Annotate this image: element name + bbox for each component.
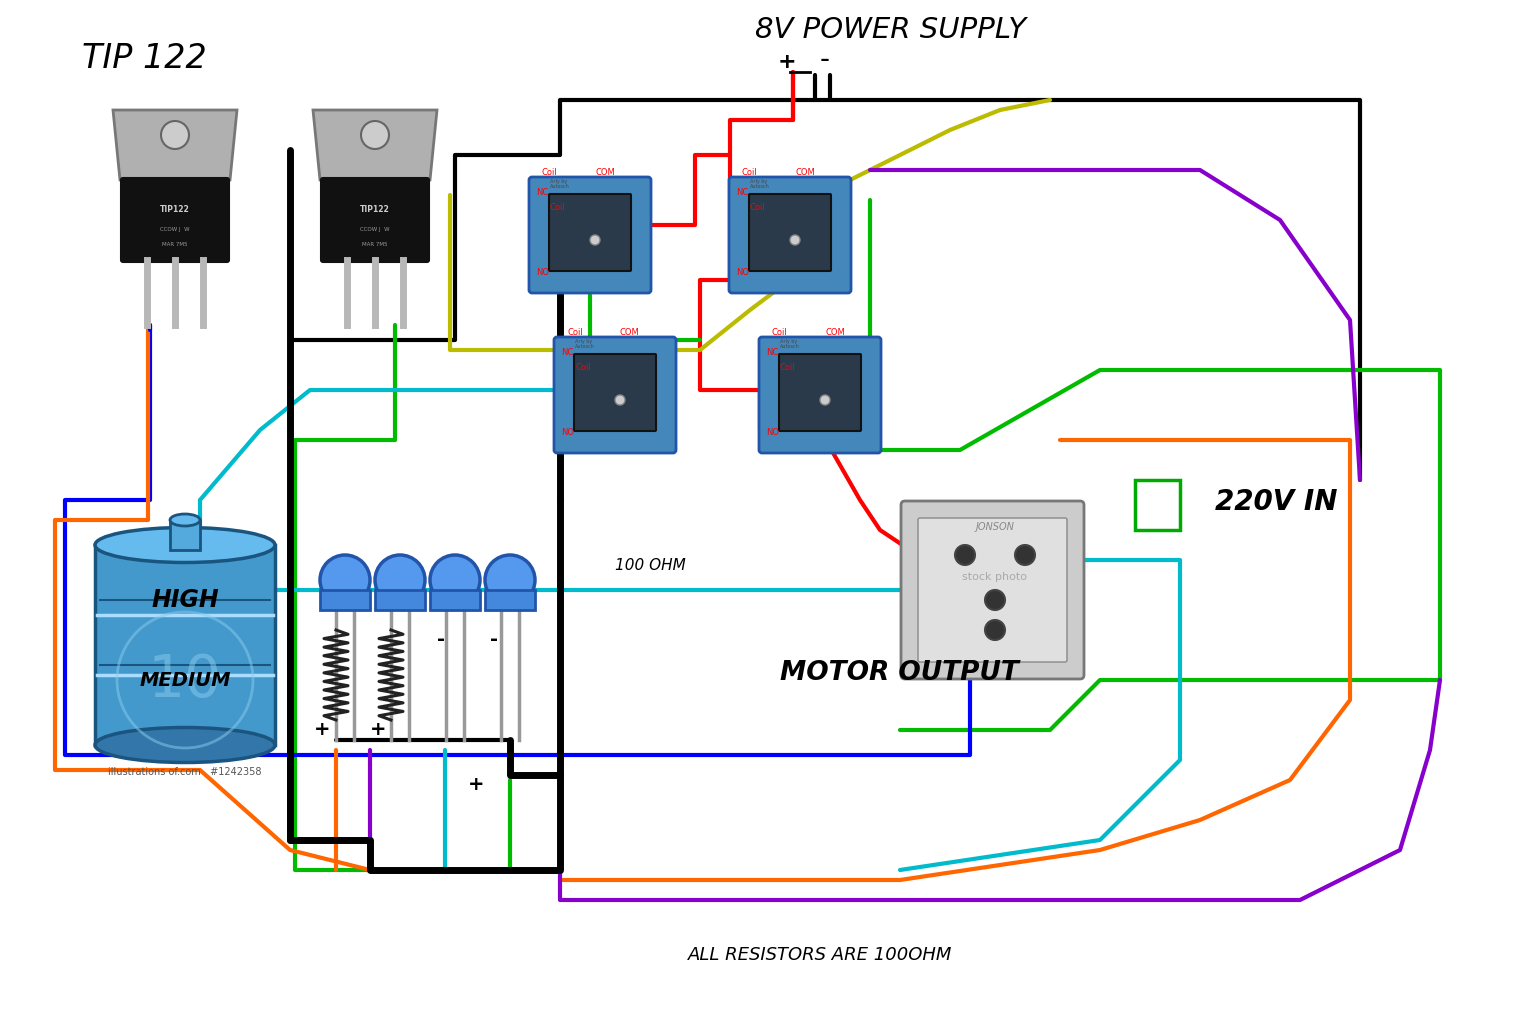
Text: +: + — [370, 720, 387, 739]
FancyBboxPatch shape — [528, 177, 651, 293]
FancyBboxPatch shape — [759, 337, 882, 453]
Text: COM: COM — [796, 168, 814, 177]
FancyBboxPatch shape — [121, 178, 229, 262]
Circle shape — [985, 590, 1005, 610]
Text: Autosch: Autosch — [574, 344, 594, 349]
Polygon shape — [114, 110, 237, 180]
Polygon shape — [313, 110, 438, 180]
Circle shape — [790, 234, 800, 245]
Text: NC: NC — [536, 188, 548, 197]
Text: NC: NC — [766, 348, 779, 357]
Bar — [1135, 480, 1180, 530]
FancyBboxPatch shape — [321, 178, 429, 262]
Circle shape — [430, 555, 479, 605]
Circle shape — [161, 121, 189, 150]
Text: NC: NC — [561, 348, 573, 357]
Text: NO: NO — [766, 428, 779, 437]
Text: NO: NO — [561, 428, 574, 437]
FancyBboxPatch shape — [574, 354, 656, 431]
Text: 10: 10 — [147, 651, 223, 709]
Circle shape — [614, 395, 625, 406]
FancyBboxPatch shape — [548, 194, 631, 271]
Text: TIP122: TIP122 — [160, 206, 190, 214]
Text: -: - — [820, 46, 829, 74]
Text: Coil: Coil — [567, 328, 582, 337]
Circle shape — [375, 555, 425, 605]
Text: Coil: Coil — [574, 362, 591, 372]
Text: Coil: Coil — [742, 168, 757, 177]
Text: 100 OHM: 100 OHM — [614, 558, 685, 573]
Text: Arly by: Arly by — [780, 339, 797, 344]
Circle shape — [590, 234, 601, 245]
FancyBboxPatch shape — [919, 518, 1068, 662]
Text: COM: COM — [621, 328, 641, 337]
Bar — [375, 590, 425, 610]
Text: JONSON: JONSON — [975, 522, 1014, 532]
Text: Coil: Coil — [750, 203, 766, 212]
Circle shape — [955, 545, 975, 565]
Bar — [319, 590, 370, 610]
FancyBboxPatch shape — [902, 501, 1084, 679]
Text: +: + — [779, 52, 797, 72]
Text: CCOW J  W: CCOW J W — [160, 227, 190, 232]
Text: Coil: Coil — [542, 168, 558, 177]
Text: Autosch: Autosch — [750, 184, 770, 189]
Text: 220V IN: 220V IN — [1215, 488, 1338, 516]
Circle shape — [985, 620, 1005, 640]
Circle shape — [485, 555, 535, 605]
Bar — [95, 545, 275, 745]
Circle shape — [361, 121, 389, 150]
Text: Autosch: Autosch — [780, 344, 800, 349]
Text: +: + — [468, 775, 484, 794]
Text: CCOW J  W: CCOW J W — [359, 227, 390, 232]
Text: Coil: Coil — [780, 362, 796, 372]
Text: MAR 7M5: MAR 7M5 — [362, 243, 387, 248]
Text: Coil: Coil — [550, 203, 565, 212]
Circle shape — [820, 395, 829, 406]
Text: -: - — [438, 630, 445, 649]
Text: HIGH: HIGH — [151, 588, 218, 612]
Ellipse shape — [170, 514, 200, 526]
Text: Arly by: Arly by — [550, 179, 567, 184]
Bar — [170, 520, 200, 550]
Text: Arly by: Arly by — [750, 179, 768, 184]
Bar — [430, 590, 479, 610]
Text: Arly by: Arly by — [574, 339, 593, 344]
Text: stock photo: stock photo — [963, 572, 1028, 582]
Text: ALL RESISTORS ARE 100OHM: ALL RESISTORS ARE 100OHM — [688, 946, 952, 964]
Text: Coil: Coil — [773, 328, 788, 337]
FancyBboxPatch shape — [730, 177, 851, 293]
Text: -: - — [490, 630, 498, 649]
Text: NC: NC — [736, 188, 748, 197]
FancyBboxPatch shape — [750, 194, 831, 271]
Text: NO: NO — [736, 268, 750, 278]
FancyBboxPatch shape — [554, 337, 676, 453]
Text: illustrations of.com   #1242358: illustrations of.com #1242358 — [108, 767, 261, 777]
Text: 8V POWER SUPPLY: 8V POWER SUPPLY — [756, 16, 1026, 44]
Text: NO: NO — [536, 268, 548, 278]
Text: TIP 122: TIP 122 — [81, 42, 207, 75]
Ellipse shape — [95, 727, 275, 763]
Ellipse shape — [95, 527, 275, 562]
Circle shape — [1015, 545, 1035, 565]
Circle shape — [319, 555, 370, 605]
Text: MEDIUM: MEDIUM — [140, 671, 230, 689]
Text: TIP122: TIP122 — [359, 206, 390, 214]
Text: COM: COM — [825, 328, 845, 337]
Text: +: + — [313, 720, 330, 739]
FancyBboxPatch shape — [779, 354, 862, 431]
Text: MOTOR OUTPUT: MOTOR OUTPUT — [780, 660, 1018, 686]
Text: MAR 7M5: MAR 7M5 — [163, 243, 187, 248]
Text: Autosch: Autosch — [550, 184, 570, 189]
Bar — [485, 590, 535, 610]
Text: COM: COM — [594, 168, 614, 177]
